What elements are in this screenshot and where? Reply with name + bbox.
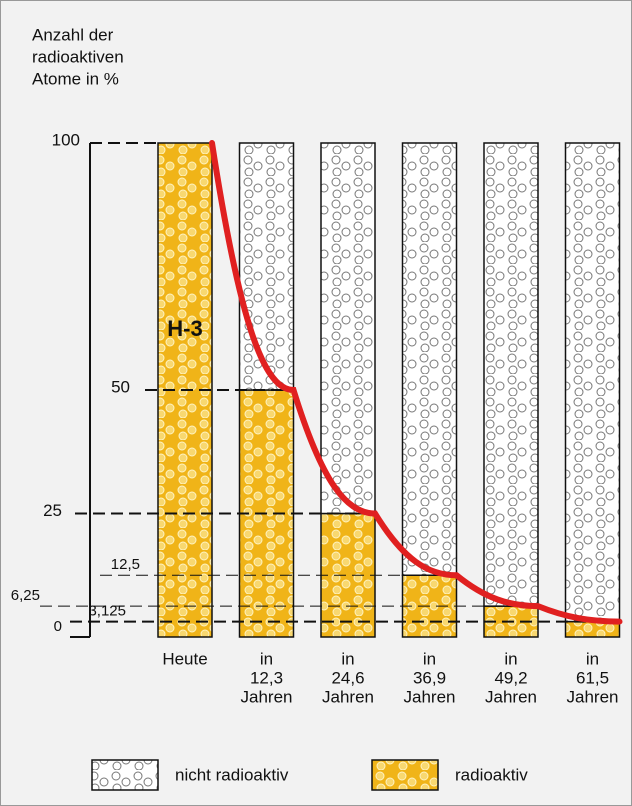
- x-tick-label: 24,6: [331, 668, 364, 687]
- x-tick-label: Jahren: [322, 687, 374, 706]
- x-tick-label: 49,2: [494, 668, 527, 687]
- x-tick-label: Heute: [162, 649, 207, 668]
- legend-swatch: [91, 759, 159, 791]
- x-tick-label: Jahren: [485, 687, 537, 706]
- title-line: radioaktiven: [32, 47, 124, 66]
- bar-segment: [320, 512, 376, 638]
- bar-segment: [564, 142, 621, 623]
- x-tick-label: 12,3: [250, 668, 283, 687]
- y-tick-label: 6,25: [11, 587, 40, 604]
- x-tick-label: in: [586, 649, 599, 668]
- legend-swatch: [371, 759, 439, 791]
- y-tick-label: 0: [54, 618, 62, 635]
- y-tick-label: 100: [52, 130, 80, 149]
- x-tick-label: in: [504, 649, 517, 668]
- annotation: H-3: [167, 316, 202, 341]
- x-tick-label: Jahren: [404, 687, 456, 706]
- x-tick-label: in: [423, 649, 436, 668]
- legend-label: radioaktiv: [455, 765, 528, 784]
- x-tick-label: in: [341, 649, 354, 668]
- y-tick-label: 25: [43, 501, 62, 520]
- x-tick-label: 36,9: [413, 668, 446, 687]
- title-line: Anzahl der: [32, 25, 114, 44]
- y-tick-label: 3,125: [88, 603, 126, 620]
- y-tick-label: 12,5: [111, 556, 140, 573]
- bar-segment: [238, 142, 295, 391]
- legend-label: nicht radioaktiv: [175, 765, 289, 784]
- bar-segment: [483, 142, 539, 607]
- x-tick-label: Jahren: [567, 687, 619, 706]
- bar-segment: [320, 142, 376, 515]
- x-tick-label: Jahren: [241, 687, 293, 706]
- y-tick-label: 50: [111, 377, 130, 396]
- title-line: Atome in %: [32, 69, 119, 88]
- x-tick-label: 61,5: [576, 668, 609, 687]
- bar-segment: [401, 142, 458, 576]
- decay-curve: [209, 140, 623, 625]
- x-tick-label: in: [260, 649, 273, 668]
